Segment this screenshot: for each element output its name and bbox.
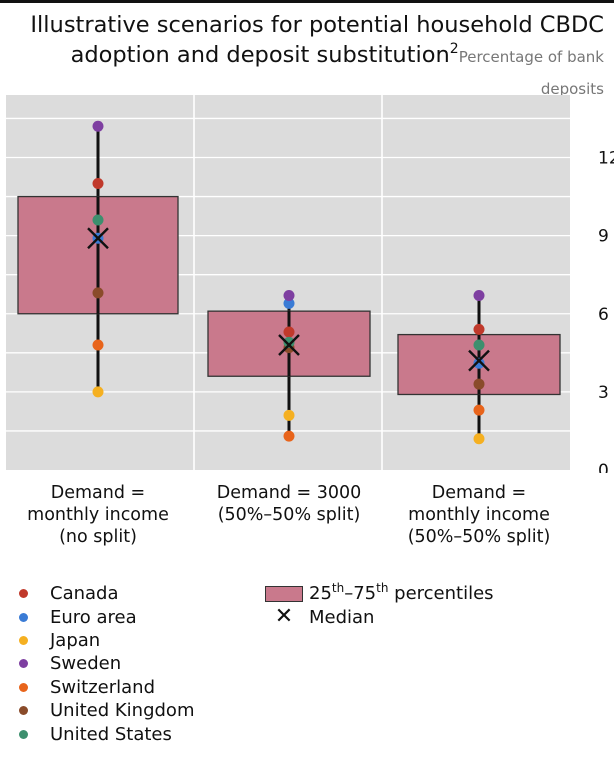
data-point-japan	[473, 433, 485, 445]
legend-dot-icon	[19, 612, 28, 622]
data-point-canada	[92, 178, 104, 190]
data-point-sweden	[92, 120, 104, 132]
y-tick-label: 6	[598, 305, 609, 325]
median-mark	[468, 349, 490, 372]
data-point-canada	[473, 323, 485, 335]
data-point-euro-area	[473, 357, 485, 369]
legend-item-percentiles: 25th–75th percentiles	[265, 582, 494, 605]
legend-label: United Kingdom	[50, 700, 195, 722]
legend-item-median: ✕ Median	[265, 605, 494, 628]
x-tick-label: Demand = monthly income (50%–50% split)	[389, 482, 569, 548]
data-point-united-kingdom	[92, 287, 104, 299]
x-tick-label-line: monthly income	[27, 505, 169, 525]
legend-item: Japan	[13, 629, 194, 652]
legend-dot-icon	[19, 706, 28, 716]
legend-label: Sweden	[50, 653, 122, 675]
legend-dot-icon	[19, 729, 28, 739]
legend-label: Japan	[50, 629, 101, 651]
legend-countries: Canada Euro area Japan Sweden Switzerland Uni…	[13, 582, 194, 746]
legend-label: Canada	[50, 583, 119, 605]
legend-markers: 25th–75th percentiles ✕ Median	[265, 582, 494, 629]
legend-item: Canada	[13, 582, 194, 605]
x-tick-label-line: Demand = 3000	[216, 483, 362, 503]
x-tick-label-line: (50%–50% split)	[217, 505, 361, 525]
data-point-united-states	[473, 339, 485, 351]
data-point-japan	[283, 409, 295, 421]
data-point-united-states	[92, 214, 104, 226]
percentile-box-swatch	[265, 585, 303, 602]
data-point-sweden	[473, 290, 485, 302]
y-tick-label: 0	[598, 461, 609, 473]
x-tick-label-line: Demand =	[431, 483, 527, 503]
x-tick-label: Demand = 3000 (50%–50% split)	[199, 482, 379, 526]
y-tick-label: 9	[598, 227, 609, 247]
legend-item: United Kingdom	[13, 699, 194, 722]
percentile-label: 25th–75th percentiles	[309, 581, 494, 605]
chart-plot: 0 3 6 9 12	[6, 95, 614, 473]
data-point-switzerland	[473, 404, 485, 416]
title-footnote-mark: 2	[449, 41, 459, 57]
data-point-switzerland	[92, 339, 104, 351]
data-point-euro-area	[283, 297, 295, 309]
median-mark	[278, 334, 300, 356]
x-tick-label-line: monthly income	[408, 505, 550, 525]
legend-dot-icon	[19, 682, 28, 692]
data-point-united-kingdom	[473, 378, 485, 390]
data-point-united-states	[283, 336, 295, 348]
data-point-canada	[283, 326, 295, 338]
legend-dot-icon	[19, 635, 28, 645]
legend-item: United States	[13, 722, 194, 745]
median-x-icon: ✕	[274, 604, 294, 630]
x-tick-label-line: Demand =	[50, 483, 146, 503]
chart-subtitle: Percentage of bank deposits	[458, 48, 604, 98]
legend-label: Euro area	[50, 606, 137, 628]
legend-label: Switzerland	[50, 676, 155, 698]
chart-title: Illustrative scenarios for potential hou…	[4, 10, 604, 104]
top-rule	[0, 0, 614, 3]
legend-dot-icon	[19, 589, 28, 599]
y-tick-label: 12	[598, 149, 614, 169]
x-tick-label-line: (50%–50% split)	[407, 527, 551, 547]
legend-dot-icon	[19, 659, 28, 669]
data-point-sweden	[283, 290, 295, 302]
legend-item: Euro area	[13, 605, 194, 628]
x-tick-label-line: (no split)	[59, 527, 137, 547]
x-tick-label: Demand = monthly income (no split)	[8, 482, 188, 548]
median-label: Median	[309, 606, 375, 628]
legend-label: United States	[50, 723, 172, 745]
median-mark	[87, 227, 109, 250]
y-tick-label: 3	[598, 383, 609, 403]
legend-item: Switzerland	[13, 676, 194, 699]
data-point-japan	[92, 386, 104, 398]
chart-title-text: Illustrative scenarios for potential hou…	[30, 12, 604, 68]
data-point-switzerland	[283, 430, 295, 442]
legend-item: Sweden	[13, 652, 194, 675]
